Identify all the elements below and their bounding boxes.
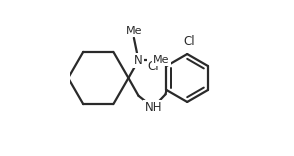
- Text: Me: Me: [153, 55, 170, 65]
- Text: Cl: Cl: [183, 35, 195, 48]
- Text: NH: NH: [144, 101, 162, 114]
- Text: Me: Me: [126, 26, 142, 36]
- Text: Cl: Cl: [148, 60, 159, 73]
- Text: N: N: [134, 54, 143, 67]
